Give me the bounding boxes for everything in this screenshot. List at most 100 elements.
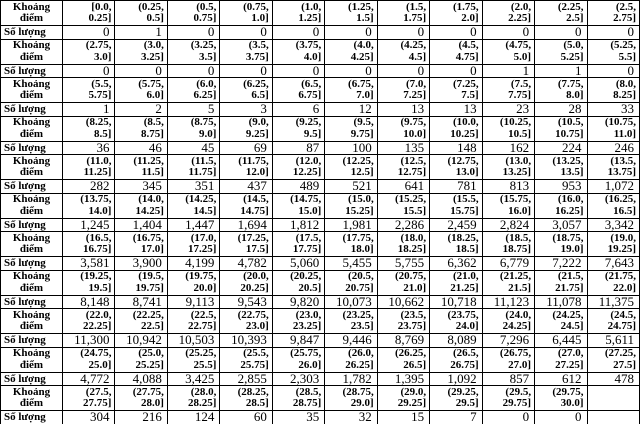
count-cell: 216 (114, 410, 168, 424)
row-label-so-luong: Số lượng (0, 25, 63, 40)
count-cell: 521 (324, 179, 378, 194)
row-label-khoang-diem: Khoảng điểm (0, 231, 63, 257)
row-label-khoang-diem: Khoảng điểm (0, 269, 63, 296)
count-cell: 11,300 (61, 333, 116, 348)
interval-cell: (22.5, 22.75] (166, 308, 221, 334)
interval-cell: (1.5, 1.75] (376, 0, 431, 26)
interval-cell: (20.75, 21.0] (376, 269, 431, 296)
interval-cell: (7.75, 8.0] (534, 77, 588, 103)
interval-cell: (3.5, 3.75] (219, 38, 273, 65)
count-cell: 8,089 (429, 333, 483, 348)
count-cell: 11,375 (586, 294, 640, 309)
count-cell: 9,446 (324, 333, 378, 348)
count-cell: 69 (219, 140, 273, 155)
interval-cell: (8.75, 9.0] (166, 115, 221, 142)
count-cell: 5 (166, 102, 221, 117)
count-cell: 2,459 (429, 217, 483, 232)
count-cell: 1 (481, 63, 536, 78)
interval-cell: (13.0, 13.25] (481, 154, 536, 180)
count-row-6: Số lượng 1,245 1,404 1,447 1,694 1,812 1,981 2,… (0, 217, 640, 232)
count-cell: 162 (481, 140, 536, 155)
row-label-khoang-diem: Khoảng điểm (0, 346, 63, 373)
interval-cell: (2.25, 2.5] (534, 0, 588, 26)
count-cell: 1,395 (376, 371, 431, 386)
count-cell: 11,123 (481, 294, 536, 309)
interval-cell: (24.75, 25.0] (61, 346, 116, 373)
count-cell: 3,342 (586, 217, 640, 232)
interval-cell: (13.75, 14.0] (61, 192, 116, 219)
count-cell: 8,148 (61, 294, 116, 309)
row-label-so-luong: Số lượng (0, 371, 63, 386)
interval-cell: [0.0, 0.25] (61, 0, 116, 26)
count-cell: 10,503 (166, 333, 221, 348)
row-label-khoang-diem: Khoảng điểm (0, 0, 63, 26)
interval-cell: (16.0, 16.25] (534, 192, 588, 219)
interval-cell: (21.5, 21.75] (534, 269, 588, 296)
count-cell: 4,772 (61, 371, 116, 386)
interval-cell: (17.75, 18.0] (324, 231, 378, 257)
count-cell: 32 (324, 410, 378, 424)
count-row-10: Số lượng 4,772 4,088 3,425 2,855 2,303 1,782 1,… (0, 371, 640, 386)
interval-cell: (20.25, 20.5] (271, 269, 326, 296)
count-cell: 46 (114, 140, 168, 155)
interval-cell: (11.25, 11.5] (114, 154, 168, 180)
count-cell: 23 (481, 102, 536, 117)
interval-row-4: Khoảng điểm (8.25, 8.5] (8.5, 8.75] (8.75, … (0, 115, 640, 142)
interval-cell: (22.0, 22.25] (61, 308, 116, 334)
interval-cell: (28.75, 29.0] (324, 385, 378, 411)
interval-cell: (27.75, 28.0] (114, 385, 168, 411)
interval-cell: (23.5, 23.75] (376, 308, 431, 334)
count-cell: 0 (271, 63, 326, 78)
count-cell: 9,820 (271, 294, 326, 309)
count-cell: 478 (586, 371, 640, 386)
row-label-so-luong: Số lượng (0, 63, 63, 78)
interval-cell: (18.5, 18.75] (481, 231, 536, 257)
count-cell: 1 (114, 25, 168, 40)
count-cell: 1,447 (166, 217, 221, 232)
count-cell: 5,755 (376, 256, 431, 271)
count-cell: 124 (166, 410, 221, 424)
interval-cell: (5.75, 6.0] (114, 77, 168, 103)
count-cell: 246 (586, 140, 640, 155)
interval-cell: (18.25, 18.5] (429, 231, 483, 257)
interval-cell: (2.75, 3.0] (61, 38, 116, 65)
interval-cell: (6.25, 6.5] (219, 77, 273, 103)
interval-row-6: Khoảng điểm (13.75, 14.0] (14.0, 14.25] (14… (0, 192, 640, 219)
interval-cell: (10.25, 10.5] (481, 115, 536, 142)
count-cell: 437 (219, 179, 273, 194)
count-cell: 60 (219, 410, 273, 424)
interval-cell: (8.5, 8.75] (114, 115, 168, 142)
interval-cell: (11.5, 11.75] (166, 154, 221, 180)
row-label-khoang-diem: Khoảng điểm (0, 115, 63, 142)
interval-cell: (16.25, 16.5] (586, 192, 640, 219)
interval-cell: (29.5, 29.75] (481, 385, 536, 411)
count-row-2: Số lượng 0 0 0 0 0 0 0 0 1 1 0 (0, 63, 640, 78)
interval-cell: (14.25, 14.5] (166, 192, 221, 219)
interval-cell: (22.75, 23.0] (219, 308, 273, 334)
empty-cell (586, 410, 640, 424)
count-cell: 0 (534, 410, 588, 424)
interval-cell: (16.5, 16.75] (61, 231, 116, 257)
count-cell: 0 (481, 25, 536, 40)
interval-cell: (9.25, 9.5] (271, 115, 326, 142)
interval-cell: (27.0, 27.25] (534, 346, 588, 373)
interval-cell: (6.0, 6.25] (166, 77, 221, 103)
interval-cell: (17.5, 17.75] (271, 231, 326, 257)
count-cell: 35 (271, 410, 326, 424)
interval-cell: (13.25, 13.5] (534, 154, 588, 180)
count-cell: 10,393 (219, 333, 273, 348)
count-cell: 8,741 (114, 294, 168, 309)
interval-cell: (3.75, 4.0] (271, 38, 326, 65)
interval-cell: (26.75, 27.0] (481, 346, 536, 373)
interval-row-9: Khoảng điểm (22.0, 22.25] (22.25, 22.5] (22… (0, 308, 640, 334)
count-cell: 0 (429, 63, 483, 78)
count-cell: 1 (534, 63, 588, 78)
count-cell: 15 (376, 410, 431, 424)
interval-cell: (29.25, 29.5] (429, 385, 483, 411)
count-cell: 1,812 (271, 217, 326, 232)
count-cell: 10,718 (429, 294, 483, 309)
empty-cell (586, 385, 640, 411)
count-cell: 11,078 (534, 294, 588, 309)
count-cell: 224 (534, 140, 588, 155)
